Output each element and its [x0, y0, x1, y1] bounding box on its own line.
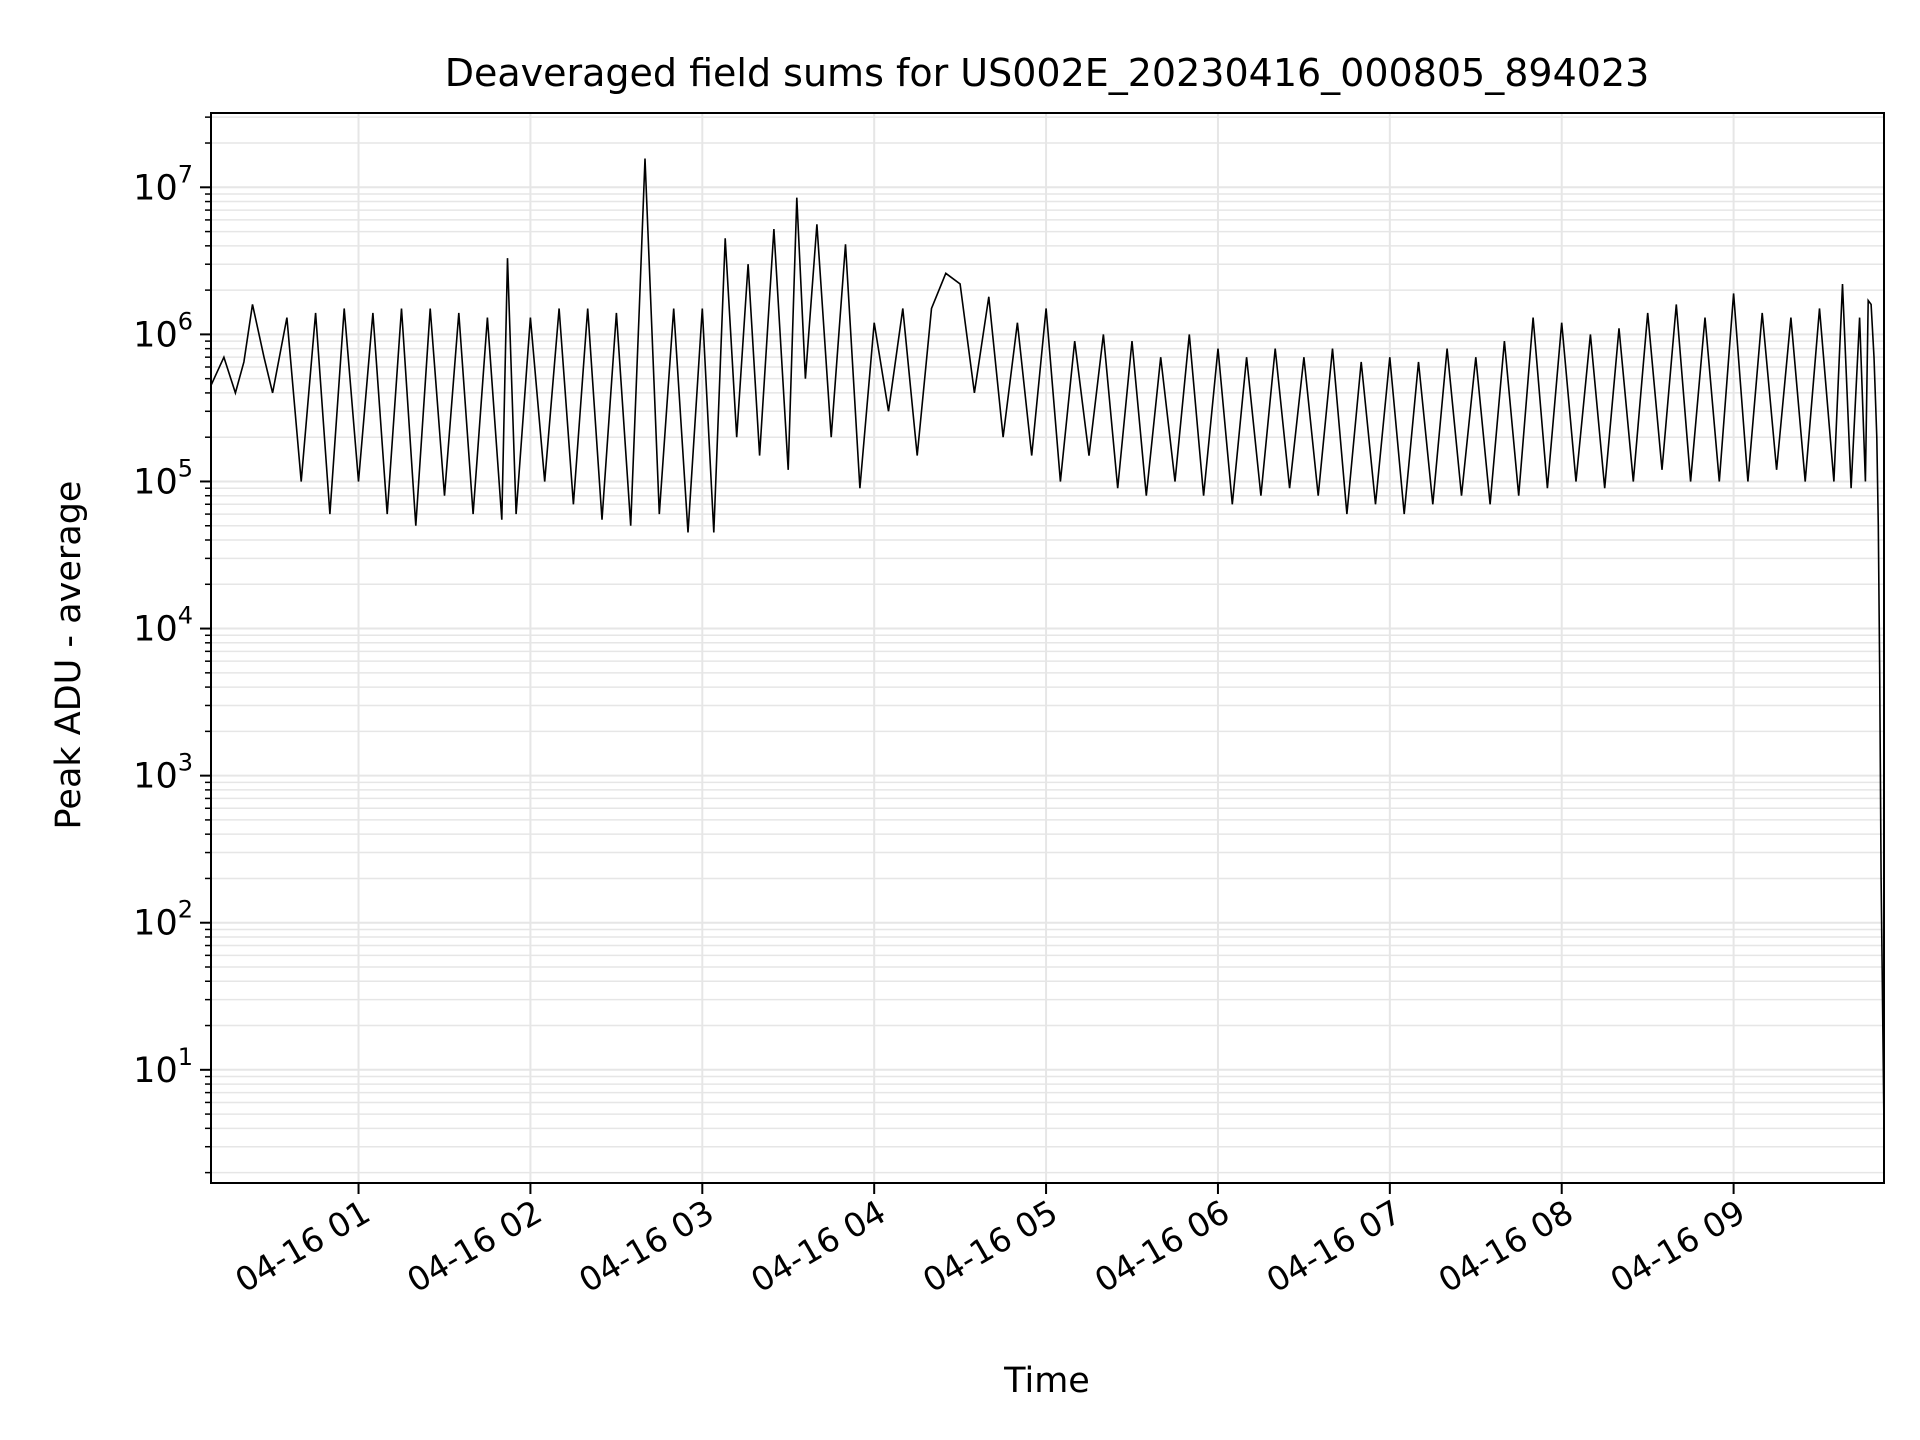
- series-line: [210, 158, 1885, 1129]
- y-tick-label: 102: [133, 896, 193, 944]
- y-axis-label: Peak ADU - average: [49, 481, 89, 830]
- y-tick-label: 105: [133, 454, 193, 502]
- series-layer: [210, 158, 1885, 1129]
- y-tick-label: 106: [133, 307, 193, 355]
- x-axis-label: Time: [1003, 1361, 1090, 1401]
- grid: [211, 113, 1884, 1183]
- y-tick-label: 104: [133, 602, 193, 650]
- y-tick-label: 103: [133, 749, 193, 797]
- y-tick-label: 107: [133, 160, 193, 208]
- chart-title: Deaveraged field sums for US002E_2023041…: [445, 51, 1650, 95]
- plot-frame: [210, 112, 1885, 1184]
- y-tick-label: 101: [133, 1043, 193, 1091]
